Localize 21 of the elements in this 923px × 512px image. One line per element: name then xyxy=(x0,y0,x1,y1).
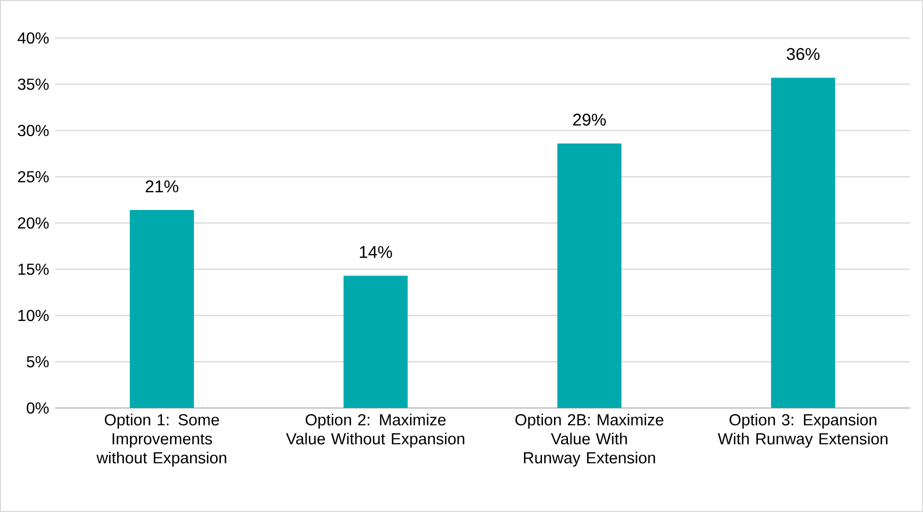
bar xyxy=(344,276,408,408)
x-tick-label: Option 2B: Maximize Value With Runway Extension xyxy=(515,414,664,467)
bar xyxy=(130,210,194,408)
y-tick-label: 20% xyxy=(18,217,49,229)
y-tick-label: 10% xyxy=(18,310,49,322)
data-label: 21% xyxy=(146,180,178,192)
bar xyxy=(771,78,836,408)
y-tick-label: 40% xyxy=(18,32,49,44)
data-label: 14% xyxy=(360,246,392,258)
x-tick-label: Option 3: Expansion With Runway Extension xyxy=(718,414,888,448)
y-tick-label: 25% xyxy=(18,171,49,182)
y-tick-label: 35% xyxy=(18,78,49,90)
y-tick-label: 0% xyxy=(26,402,49,414)
y-tick-label: 15% xyxy=(18,264,49,275)
y-tick-label: 30% xyxy=(18,124,49,136)
bar xyxy=(557,143,622,408)
data-label: 36% xyxy=(786,48,820,60)
data-label: 29% xyxy=(573,114,606,126)
y-tick-label: 5% xyxy=(26,356,49,368)
x-tick-label: Option 1: Some Improvements without Expansion xyxy=(96,414,226,467)
x-tick-label: Option 2: Maximize Value Without Expansion xyxy=(286,414,464,448)
